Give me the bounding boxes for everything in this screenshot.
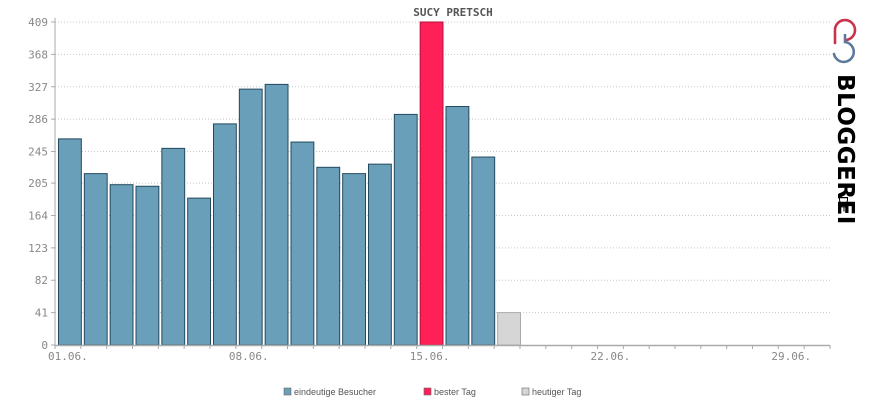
bar xyxy=(471,156,496,346)
y-tick-label: 368 xyxy=(28,48,48,61)
y-tick-label: 0 xyxy=(41,339,48,352)
legend-swatch xyxy=(283,387,292,396)
y-tick-label: 205 xyxy=(28,177,48,190)
bar xyxy=(290,141,315,346)
legend-label: eindeutige Besucher xyxy=(294,387,376,397)
bar xyxy=(264,83,289,346)
bar xyxy=(316,166,341,346)
bars xyxy=(58,21,521,346)
bar xyxy=(445,106,470,346)
y-tick-label: 286 xyxy=(28,113,48,126)
legend-label: heutiger Tag xyxy=(532,387,581,397)
y-tick-label: 123 xyxy=(28,242,48,255)
y-tick-label: 164 xyxy=(28,209,48,222)
bar xyxy=(497,312,521,346)
legend-swatch xyxy=(423,387,432,396)
bar xyxy=(238,88,263,346)
bar xyxy=(58,138,82,346)
y-tick-label: 327 xyxy=(28,81,48,94)
logo-text: BLOGGEREI xyxy=(832,74,858,225)
bar xyxy=(213,123,237,346)
bar xyxy=(393,113,418,346)
bar xyxy=(135,185,160,346)
logo-icon xyxy=(832,18,857,64)
x-tick-label: 29.06. xyxy=(771,350,811,363)
bar xyxy=(368,163,392,346)
x-axis-ticks: 01.06. 08.06. 15.06. 22.06. 29.06. xyxy=(48,345,831,363)
bar xyxy=(161,147,186,346)
x-tick-label: 15.06. xyxy=(410,350,450,363)
bar xyxy=(83,173,108,346)
y-tick-label: 409 xyxy=(28,16,48,29)
x-tick-label: 01.06. xyxy=(48,350,88,363)
y-tick-label: 41 xyxy=(35,307,48,320)
bar xyxy=(109,184,134,346)
bloggerei-logo: BLOGGEREI .DE xyxy=(832,18,858,225)
bar xyxy=(419,21,444,346)
y-tick-label: 245 xyxy=(28,146,48,159)
legend-swatch xyxy=(521,387,530,396)
x-tick-label: 22.06. xyxy=(591,350,631,363)
bar xyxy=(342,173,366,346)
logo-suffix: .DE xyxy=(836,192,850,213)
y-tick-label: 82 xyxy=(35,274,48,287)
y-axis-ticks: 0 41 82 123 164 205 245 286 327 368 409 xyxy=(28,16,55,352)
x-tick-label: 08.06. xyxy=(229,350,269,363)
legend: eindeutige Besucher bester Tag heutiger Ta… xyxy=(283,387,581,397)
legend-label: bester Tag xyxy=(434,387,476,397)
chart-title: SUCY PRETSCH xyxy=(413,6,492,19)
bar xyxy=(187,197,212,346)
